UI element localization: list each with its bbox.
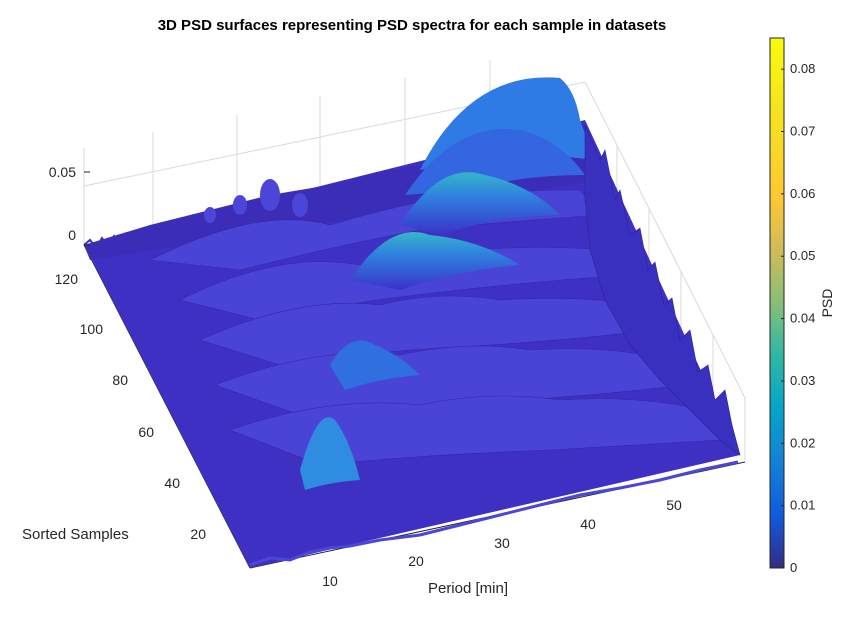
- z-axis: 0.05 0: [49, 164, 90, 246]
- x-axis-label: Period [min]: [428, 580, 508, 597]
- main-peak-2: [400, 172, 560, 235]
- z-tick-label: 0.05: [49, 164, 76, 180]
- y-tick-label: 60: [138, 424, 154, 440]
- colorbar-tick-label: 0: [790, 560, 797, 575]
- y-tick-label: 120: [55, 271, 79, 287]
- colorbar-ticks: 0 0.01 0.02 0.03 0.04 0.05 0.06 0.07 0.08: [781, 61, 815, 575]
- main-peak-4: [330, 340, 420, 390]
- bump: [292, 193, 308, 217]
- front-edge-noise: [249, 460, 739, 567]
- main-peak-5: [300, 417, 360, 490]
- y-axis-label: Sorted Samples: [22, 526, 129, 543]
- x-tick-label: 40: [580, 516, 596, 532]
- main-peak-3: [350, 232, 520, 290]
- colorbar-tick-label: 0.01: [790, 498, 815, 513]
- ridge-5: [229, 395, 721, 466]
- chart-title: 3D PSD surfaces representing PSD spectra…: [158, 17, 667, 34]
- colorbar-tick-label: 0.05: [790, 248, 815, 263]
- bump: [204, 207, 216, 223]
- bump: [233, 195, 247, 215]
- colorbar-tick-label: 0.08: [790, 61, 815, 76]
- x-tick-label: 50: [666, 497, 682, 513]
- y-tick-label: 20: [190, 526, 206, 542]
- y-tick-label: 100: [80, 321, 104, 337]
- psd-surface: [83, 77, 741, 568]
- colorbar: 0 0.01 0.02 0.03 0.04 0.05 0.06 0.07 0.08 PSD: [769, 37, 835, 575]
- bump: [260, 179, 280, 211]
- colorbar-tick-label: 0.03: [790, 373, 815, 388]
- y-tick-label: 80: [112, 372, 128, 388]
- colorbar-tick-label: 0.07: [790, 124, 815, 139]
- x-tick-label: 10: [322, 573, 338, 589]
- colorbar-tick-label: 0.02: [790, 435, 815, 450]
- ridge-3: [199, 295, 656, 366]
- colorbar-gradient: [769, 37, 785, 569]
- x-tick-label: 20: [408, 553, 424, 569]
- z-tick-label: 0: [68, 227, 76, 243]
- colorbar-tick-label: 0.06: [790, 186, 815, 201]
- left-edge-noise: [83, 230, 149, 250]
- x-axis: 10 20 30 40 50 Period [min]: [322, 497, 682, 597]
- colorbar-label: PSD: [819, 289, 835, 318]
- y-axis: 120 100 80 60 40 20 Sorted Samples: [22, 271, 206, 543]
- colorbar-tick-label: 0.04: [790, 311, 815, 326]
- x-tick-label: 30: [494, 535, 510, 551]
- y-tick-label: 40: [164, 475, 180, 491]
- edge-spikes: [584, 124, 741, 456]
